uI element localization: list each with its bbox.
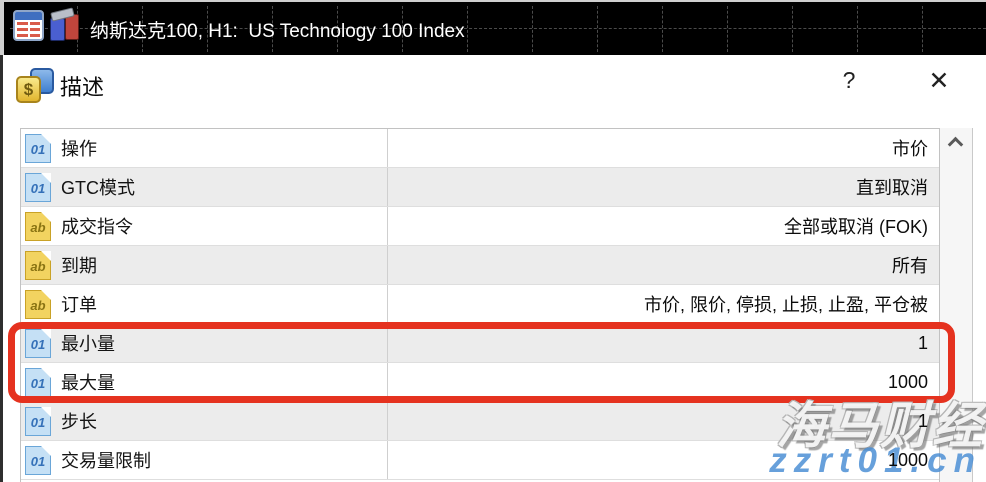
- property-value: 1000: [887, 449, 928, 470]
- property-label-cell: 01 交易量限制: [21, 441, 388, 479]
- property-label: GTC模式: [61, 178, 135, 198]
- chart-title: 纳斯达克100, H1: US Technology 100 Index: [90, 21, 465, 42]
- text-field-icon: ab: [25, 211, 51, 241]
- property-label: 到期: [61, 256, 97, 276]
- property-value: 全部或取消 (FOK): [784, 217, 928, 237]
- property-value: 1: [917, 332, 928, 353]
- table-row[interactable]: 01 最小量 1: [21, 324, 939, 363]
- chart-strip: 纳斯达克100, H1: US Technology 100 Index: [0, 0, 986, 55]
- property-label: 步长: [61, 412, 97, 432]
- property-label-cell: 01 最小量: [21, 324, 388, 362]
- close-button[interactable]: ✕: [928, 67, 950, 95]
- property-value: 1: [917, 410, 928, 431]
- specification-dialog: $ 描述 ? ✕ 01 操作 市价 01 GTC模式 直到取消 ab 成交指令 全部或取消 (F…: [0, 55, 986, 482]
- table-row[interactable]: 01 GTC模式 直到取消: [21, 168, 939, 207]
- number-field-icon: 01: [25, 406, 51, 436]
- property-label: 订单: [61, 295, 97, 315]
- table-row[interactable]: 01 操作 市价: [21, 129, 939, 168]
- property-value: 市价, 限价, 停损, 止损, 止盈, 平仓被: [643, 295, 928, 315]
- property-label: 交易量限制: [61, 451, 151, 471]
- property-label: 成交指令: [61, 217, 133, 237]
- property-label-cell: ab 到期: [21, 246, 388, 284]
- property-value: 1000: [887, 371, 928, 392]
- scroll-up-button[interactable]: [940, 128, 972, 154]
- table-row[interactable]: ab 订单 市价, 限价, 停损, 止损, 止盈, 平仓被: [21, 285, 939, 324]
- text-field-icon: ab: [25, 250, 51, 280]
- watermark-site: zzrt01.cn: [769, 441, 982, 480]
- property-label-cell: 01 步长: [21, 402, 388, 440]
- text-field-icon: ab: [25, 289, 51, 319]
- property-label-cell: 01 操作: [21, 129, 388, 167]
- table-row[interactable]: ab 成交指令 全部或取消 (FOK): [21, 207, 939, 246]
- scrollbar[interactable]: [940, 128, 973, 482]
- dialog-title: 描述: [60, 75, 105, 100]
- table-row[interactable]: 01 步长 1: [21, 402, 939, 441]
- property-label-cell: 01 最大量: [21, 363, 388, 401]
- market-watch-icon[interactable]: [13, 10, 44, 41]
- spec-table: 01 操作 市价 01 GTC模式 直到取消 ab 成交指令 全部或取消 (FOK) ab 到期 所有…: [20, 128, 940, 482]
- property-value: 直到取消: [856, 178, 928, 198]
- table-row[interactable]: 01 交易量限制 1000: [21, 441, 939, 480]
- property-label: 最大量: [61, 373, 115, 393]
- property-label-cell: ab 成交指令: [21, 207, 388, 245]
- specification-icon: $: [16, 68, 54, 103]
- number-field-icon: 01: [25, 445, 51, 475]
- number-field-icon: 01: [25, 328, 51, 358]
- books-tool-icon[interactable]: [50, 7, 80, 43]
- chevron-up-icon: [947, 136, 964, 153]
- number-field-icon: 01: [25, 133, 51, 163]
- help-button[interactable]: ?: [842, 67, 856, 93]
- property-value: 市价: [892, 139, 928, 159]
- property-label: 操作: [61, 139, 97, 159]
- property-label: 最小量: [61, 334, 115, 354]
- table-row[interactable]: ab 到期 所有: [21, 246, 939, 285]
- watermark-brand: 海马财经: [776, 398, 984, 454]
- property-value: 所有: [892, 256, 928, 276]
- property-label-cell: 01 GTC模式: [21, 168, 388, 206]
- property-label-cell: ab 订单: [21, 285, 388, 323]
- number-field-icon: 01: [25, 172, 51, 202]
- chart-gridline-horizontal: [10, 28, 986, 29]
- table-row[interactable]: 01 最大量 1000: [21, 363, 939, 402]
- number-field-icon: 01: [25, 367, 51, 397]
- window-left-edge: [0, 55, 3, 482]
